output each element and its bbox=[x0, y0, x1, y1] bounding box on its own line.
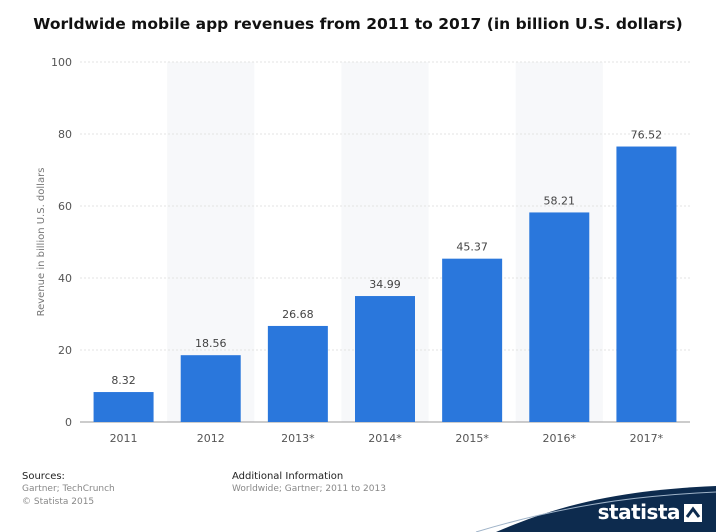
statista-logo-text: statista bbox=[597, 500, 681, 524]
data-label: 58.21 bbox=[544, 194, 576, 207]
data-label: 76.52 bbox=[631, 129, 663, 142]
bar[interactable] bbox=[93, 392, 154, 422]
data-label: 34.99 bbox=[369, 278, 401, 291]
y-axis-ticks: 0 20 40 60 80 100 bbox=[51, 56, 72, 429]
bar[interactable] bbox=[616, 146, 677, 422]
y-axis-title: Revenue in billion U.S. dollars bbox=[36, 168, 47, 317]
statista-brand[interactable]: statista bbox=[456, 472, 716, 532]
bar[interactable] bbox=[180, 355, 241, 422]
data-labels: 8.32 18.56 26.68 34.99 45.37 58.21 76.52 bbox=[111, 129, 662, 388]
x-tick-label: 2011 bbox=[110, 432, 138, 445]
sources-heading: Sources: bbox=[22, 471, 65, 482]
additional-info-line: Worldwide; Gartner; 2011 to 2013 bbox=[232, 484, 386, 494]
copyright-line: © Statista 2015 bbox=[22, 497, 95, 507]
x-tick-label: 2017* bbox=[630, 432, 664, 445]
y-tick-label: 80 bbox=[58, 128, 72, 141]
x-tick-label: 2012 bbox=[197, 432, 225, 445]
y-tick-label: 20 bbox=[58, 344, 72, 357]
additional-info-block: Additional Information Worldwide; Gartne… bbox=[232, 470, 386, 496]
x-tick-label: 2016* bbox=[543, 432, 577, 445]
data-label: 18.56 bbox=[195, 337, 227, 350]
bar[interactable] bbox=[442, 258, 503, 422]
bar[interactable] bbox=[267, 325, 328, 422]
sources-block: Sources: Gartner; TechCrunch © Statista … bbox=[22, 470, 115, 509]
y-tick-label: 40 bbox=[58, 272, 72, 285]
additional-info-heading: Additional Information bbox=[232, 471, 344, 482]
data-label: 8.32 bbox=[111, 374, 136, 387]
data-label: 26.68 bbox=[282, 308, 314, 321]
y-tick-label: 100 bbox=[51, 56, 72, 69]
x-tick-label: 2014* bbox=[368, 432, 402, 445]
brand-swoosh bbox=[475, 486, 716, 532]
y-tick-label: 0 bbox=[65, 416, 72, 429]
x-axis-ticks: 2011 2012 2013* 2014* 2015* 2016* 2017* bbox=[110, 432, 664, 445]
bar[interactable] bbox=[355, 296, 415, 422]
y-tick-label: 60 bbox=[58, 200, 72, 213]
bars bbox=[93, 146, 677, 422]
statista-logo-icon bbox=[684, 504, 702, 522]
sources-line: Gartner; TechCrunch bbox=[22, 484, 115, 494]
bar[interactable] bbox=[529, 212, 590, 422]
x-tick-label: 2013* bbox=[281, 432, 315, 445]
x-tick-label: 2015* bbox=[455, 432, 489, 445]
data-label: 45.37 bbox=[456, 241, 488, 254]
chart-title: Worldwide mobile app revenues from 2011 … bbox=[33, 15, 683, 33]
